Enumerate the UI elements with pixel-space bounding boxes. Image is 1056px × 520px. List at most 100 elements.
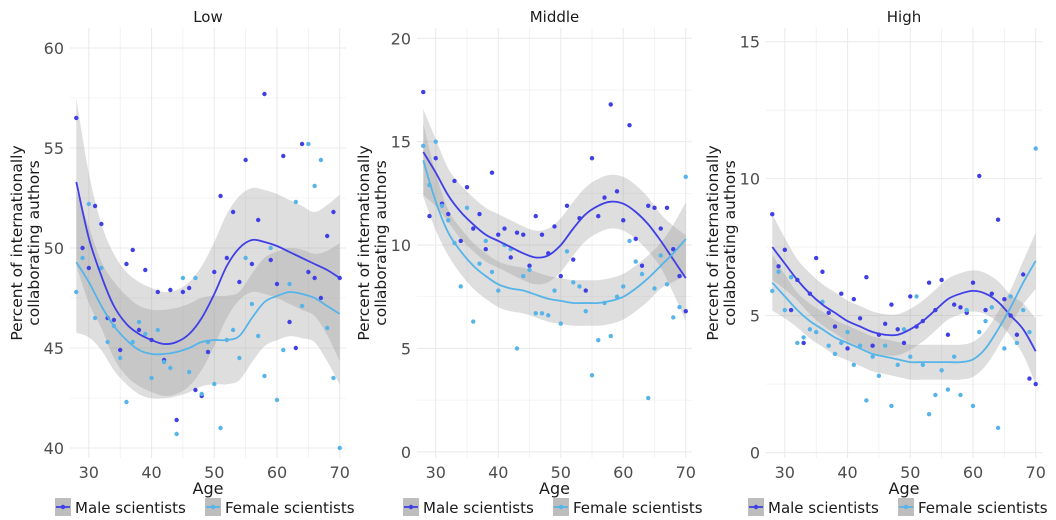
data-point-female — [243, 255, 248, 261]
data-point-male — [813, 255, 819, 261]
data-point-female — [807, 327, 813, 332]
data-point-male — [527, 263, 532, 268]
x-tick-label: 40 — [488, 463, 508, 482]
confidence-band-female — [76, 191, 340, 399]
data-point-male — [130, 247, 135, 253]
data-point-female — [926, 411, 932, 417]
legend: Male scientists Female scientists — [748, 498, 1048, 517]
y-tick-label: 0 — [401, 443, 411, 462]
confidence-band-male — [76, 98, 340, 397]
panel-high: High 0 5 10 15 30 40 50 60 70 Age Percent of intern… — [704, 8, 1048, 517]
data-point-female — [464, 205, 470, 211]
data-point-male — [1014, 332, 1020, 337]
data-point-male — [995, 217, 1001, 222]
data-point-male — [80, 245, 85, 251]
data-point-male — [255, 217, 261, 223]
data-point-female — [149, 375, 154, 381]
legend-label-male: Male scientists — [423, 499, 534, 517]
data-point-male — [945, 332, 951, 337]
data-point-female — [268, 245, 273, 251]
data-point-male — [977, 173, 982, 179]
data-point-male — [621, 218, 626, 223]
data-point-female — [471, 319, 476, 324]
data-point-female — [964, 307, 969, 313]
data-point-female — [646, 395, 651, 401]
x-tick-label: 50 — [900, 463, 920, 482]
trend-line-male — [422, 151, 687, 279]
data-point-female — [318, 157, 324, 163]
data-point-male — [471, 226, 476, 231]
data-point-female — [312, 183, 317, 189]
data-point-female — [337, 445, 342, 451]
data-point-male — [281, 153, 286, 159]
x-tick-label: 60 — [267, 463, 287, 482]
legend: Male scientists Female scientists — [55, 498, 355, 517]
data-point-male — [583, 288, 588, 293]
panel-title: Middle — [530, 8, 580, 26]
data-point-female — [249, 301, 255, 307]
data-point-female — [168, 365, 173, 371]
grid — [70, 28, 346, 458]
data-point-female — [908, 354, 913, 359]
data-point-male — [788, 307, 794, 313]
x-tick-label: 70 — [330, 463, 350, 482]
x-tick-label: 30 — [79, 463, 99, 482]
data-point-male — [218, 193, 223, 199]
data-point-female — [105, 339, 110, 345]
data-point-male — [683, 309, 688, 314]
data-point-male — [782, 247, 788, 253]
y-tick-label: 20 — [391, 29, 411, 48]
data-point-male — [571, 257, 576, 262]
data-point-female — [633, 259, 638, 264]
data-point-female — [889, 403, 894, 409]
legend-key-point — [210, 504, 216, 510]
data-point-male — [658, 226, 663, 231]
data-point-female — [546, 313, 551, 318]
data-point-female — [826, 343, 831, 348]
data-point-female — [489, 269, 495, 275]
data-point-female — [621, 284, 626, 289]
data-point-male — [845, 346, 850, 351]
data-point-female — [1033, 146, 1038, 151]
data-point-male — [820, 269, 825, 274]
data-point-male — [143, 267, 148, 273]
data-point-male — [839, 291, 844, 296]
data-point-female — [851, 362, 857, 368]
data-point-male — [136, 327, 142, 333]
data-point-female — [237, 355, 242, 361]
x-tick-label: 70 — [676, 463, 696, 482]
data-point-female — [117, 355, 123, 361]
data-point-male — [212, 269, 217, 275]
data-point-female — [664, 282, 670, 287]
data-point-female — [1014, 340, 1020, 346]
y-tick-label: 5 — [401, 339, 411, 358]
data-point-female — [281, 347, 286, 353]
data-point-female — [939, 368, 944, 373]
y-tick-label: 55 — [44, 139, 64, 158]
data-point-female — [161, 359, 167, 365]
data-point-male — [427, 213, 432, 219]
data-point-female — [324, 325, 330, 331]
data-point-male — [287, 319, 292, 325]
data-point-male — [514, 230, 520, 235]
data-point-male — [677, 273, 682, 279]
data-point-female — [945, 387, 951, 392]
data-point-male — [117, 347, 123, 353]
data-point-female — [895, 362, 900, 368]
legend-label-female: Female scientists — [918, 499, 1048, 517]
data-point-male — [857, 316, 863, 321]
y-axis-label-line: collaborating authors — [25, 160, 43, 325]
data-point-male — [193, 387, 198, 393]
data-point-female — [1002, 346, 1007, 351]
data-point-male — [864, 275, 869, 280]
data-point-male — [552, 224, 557, 229]
data-point-male — [608, 102, 613, 107]
data-point-female — [439, 203, 445, 208]
data-point-female — [970, 403, 976, 409]
data-point-female — [180, 275, 186, 281]
data-point-male — [331, 209, 336, 215]
data-point-female — [514, 346, 520, 351]
data-point-male — [99, 221, 104, 227]
data-point-female — [558, 321, 563, 326]
